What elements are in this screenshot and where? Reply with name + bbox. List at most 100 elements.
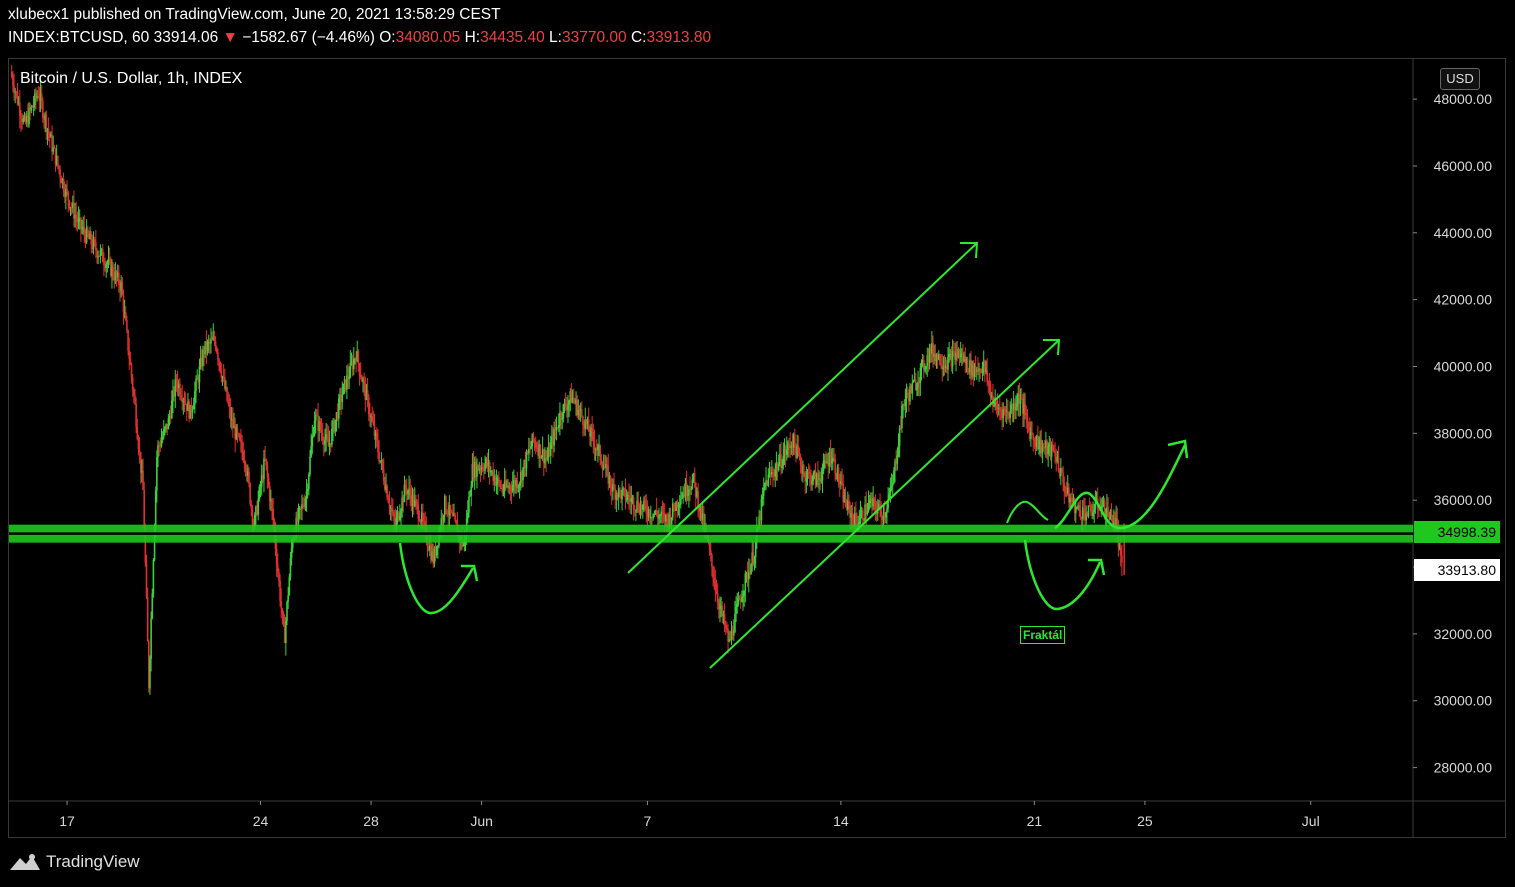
currency-button[interactable]: USD [1440,68,1480,90]
low-label: L: [549,29,562,46]
candle-down [906,392,909,396]
candle-up [951,351,954,367]
candle-up [1075,507,1077,514]
candle-up [305,491,308,499]
candle-down [501,487,504,492]
candle-up [443,496,446,516]
candle-up [569,391,572,401]
candle-down [838,482,841,485]
candle-up [847,500,849,510]
candle-up [324,439,326,445]
candle-up [1094,501,1097,510]
drawings-layer[interactable] [398,242,1189,669]
candle-up [639,504,642,514]
candle-down [166,424,169,430]
candle-down [539,444,542,459]
candle-down [616,493,619,498]
candle-down [849,505,851,518]
fraktal-annotation[interactable]: Fraktál [1020,626,1066,644]
candle-up [1041,446,1044,454]
symbol-name[interactable]: INDEX:BTCUSD, 60 [8,29,150,46]
time-axis[interactable]: 17 24 28 Jun 7 14 21 25 Jul [59,801,1320,829]
last-price: 33914.06 [153,29,219,46]
channel-lower-arrowhead[interactable] [1043,339,1061,356]
candle-up [719,606,721,610]
candle-up [480,466,483,470]
candle-down [229,406,232,420]
candle-up [636,500,638,510]
candle-down [943,366,946,369]
candle-down [879,503,881,509]
candle-up [515,480,517,487]
candle-down [1064,491,1067,493]
channel-upper-line[interactable] [627,242,978,574]
candle-up [107,258,110,264]
candle-down [143,489,145,529]
fractal-upper-arrowhead[interactable] [1167,439,1189,459]
candle-up [684,482,687,497]
candle-up [994,401,997,406]
candle-down [1053,450,1055,452]
candle-up [549,443,552,456]
candle-up [50,134,52,138]
candle-down [1037,435,1039,449]
left-bounce-curve[interactable] [398,542,475,615]
candle-down [673,503,675,510]
candle-down [244,463,247,469]
candle-up [885,512,887,518]
fractal-lower-arrowhead[interactable] [1088,558,1106,576]
candle-up [493,476,496,481]
tradingview-logo[interactable]: TradingView [8,852,140,872]
candle-up [161,436,164,441]
fractal-upper-curve[interactable] [1054,444,1187,530]
candle-up [647,509,650,517]
candle-down [319,421,322,430]
support-level-line[interactable] [9,524,1413,543]
candle-down [296,517,299,523]
channel-lower-line[interactable] [709,339,1060,669]
candle-down [899,427,902,429]
left-bounce-arrowhead[interactable] [461,564,479,582]
candle-down [521,471,523,481]
candle-down [1026,415,1029,423]
candle-up [1019,398,1022,404]
candle-down [572,397,575,401]
candle-up [310,446,312,457]
candle-down [524,460,527,469]
channel-upper-arrowhead[interactable] [960,242,979,259]
candle-up [830,460,833,464]
candle-down [183,400,186,404]
candle-up [291,540,294,548]
candle-up [774,469,777,477]
candle-up [547,447,550,459]
candle-down [989,385,992,398]
candle-up [442,515,445,521]
candle-up [605,464,607,468]
candle-down [552,436,554,446]
small-fractal-curve[interactable] [1006,500,1049,524]
candle-down [623,488,626,490]
candle-up [453,515,455,517]
candle-down [381,460,384,470]
candle-up [963,356,965,362]
candle-down [1046,440,1048,454]
candle-down [119,285,121,291]
candle-down [29,108,31,111]
candle-down [316,415,318,417]
candle-down [262,475,264,480]
candle-down [952,351,955,353]
candle-up [775,464,778,470]
candle-down [788,443,790,445]
open-value: 34080.05 [395,29,461,46]
price-axis[interactable]: 28000.0030000.0032000.0034000.0036000.00… [1413,91,1492,776]
candle-down [390,507,393,512]
candle-up [149,658,151,689]
fractal-lower-curve[interactable] [1023,539,1102,611]
candle-up [538,444,540,456]
candle-down [245,468,248,476]
candle-up [933,354,935,357]
candle-down [142,470,144,490]
candle-down [126,320,128,330]
candle-down [248,471,250,484]
